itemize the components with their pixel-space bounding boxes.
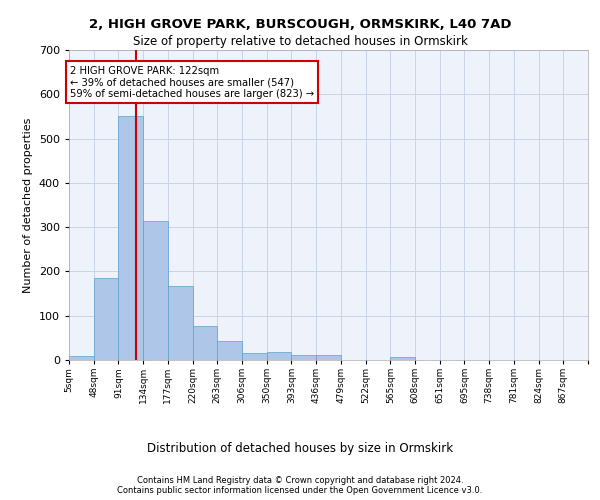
Bar <box>193 326 217 360</box>
Bar <box>143 220 168 360</box>
Bar <box>217 341 242 360</box>
Text: 2 HIGH GROVE PARK: 122sqm
← 39% of detached houses are smaller (547)
59% of semi: 2 HIGH GROVE PARK: 122sqm ← 39% of detac… <box>70 66 314 98</box>
Bar <box>69 356 94 360</box>
Bar <box>390 358 415 360</box>
Text: 2, HIGH GROVE PARK, BURSCOUGH, ORMSKIRK, L40 7AD: 2, HIGH GROVE PARK, BURSCOUGH, ORMSKIRK,… <box>89 18 511 30</box>
Text: Distribution of detached houses by size in Ormskirk: Distribution of detached houses by size … <box>147 442 453 455</box>
Text: Contains HM Land Registry data © Crown copyright and database right 2024.: Contains HM Land Registry data © Crown c… <box>137 476 463 485</box>
Text: Size of property relative to detached houses in Ormskirk: Size of property relative to detached ho… <box>133 35 467 48</box>
Bar <box>292 355 316 360</box>
Bar <box>267 352 292 360</box>
Bar <box>118 116 143 360</box>
Bar <box>316 355 341 360</box>
Bar <box>242 353 267 360</box>
Bar <box>168 286 193 360</box>
Bar <box>94 278 118 360</box>
Y-axis label: Number of detached properties: Number of detached properties <box>23 118 33 292</box>
Text: Contains public sector information licensed under the Open Government Licence v3: Contains public sector information licen… <box>118 486 482 495</box>
